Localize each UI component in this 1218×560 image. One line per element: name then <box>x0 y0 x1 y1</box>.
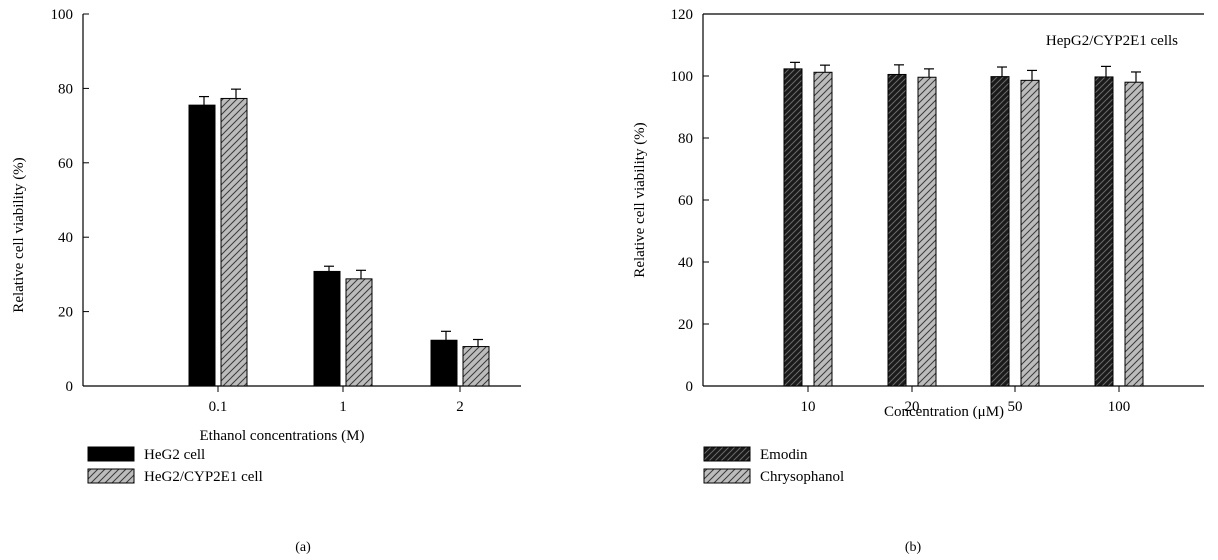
chart-b-bar-emodin-20 <box>887 73 907 387</box>
chart-a-bar-heg2-cyp2e1-cell-2 <box>462 346 490 387</box>
chart-b-legend-label: Chrysophanol <box>760 469 844 485</box>
chart-a-y-tick-label: 20 <box>58 305 73 321</box>
chart-b-x-tick-label: 100 <box>1108 399 1131 415</box>
chart-b-legend-swatch <box>703 468 751 484</box>
chart-a-bar-heg2-cell-1 <box>313 270 341 387</box>
chart-a-y-tick-label: 0 <box>66 379 74 395</box>
chart-b-y-tick-label: 20 <box>678 317 693 333</box>
chart-b-x-tick-label: 20 <box>905 399 920 415</box>
chart-b-y-tick-label: 120 <box>671 7 694 23</box>
chart-a-legend-label: HeG2 cell <box>144 447 205 463</box>
chart-a-bar-heg2-cyp2e1-cell-0.1 <box>220 97 248 387</box>
chart-b-x-tick-label: 50 <box>1008 399 1023 415</box>
chart-a-legend-swatch <box>87 468 135 484</box>
chart-b-y-tick-label: 0 <box>686 379 694 395</box>
chart-b-panel-label: (b) <box>905 540 922 555</box>
chart-a-x-tick-label: 2 <box>456 399 464 415</box>
chart-a-x-tick-label: 1 <box>339 399 347 415</box>
chart-a-y-tick-label: 40 <box>58 230 73 246</box>
chart-b-y-tick-label: 60 <box>678 193 693 209</box>
chart-b-legend-label: Emodin <box>760 447 808 463</box>
chart-b-bar-emodin-100 <box>1094 76 1114 387</box>
chart-a-bar-heg2-cell-0.1 <box>188 104 216 387</box>
chart-b-bar-chrysophanol-20 <box>917 76 937 387</box>
chart-b-bar-chrysophanol-10 <box>813 71 833 387</box>
chart-panel-b: Relative cell viability (%) Concentratio… <box>632 7 1204 555</box>
chart-b-legend-swatch <box>703 446 751 462</box>
chart-b-ylabel: Relative cell viability (%) <box>632 122 648 277</box>
chart-b-annotation: HepG2/CYP2E1 cells <box>1046 33 1178 49</box>
chart-a-bar-heg2-cyp2e1-cell-1 <box>345 278 373 387</box>
chart-b-plot-area: 0 20 40 60 80 100 120 10 20 50 100 <box>671 7 1204 415</box>
chart-a-bar-heg2-cell-2 <box>430 339 458 387</box>
chart-b-y-tick-label: 80 <box>678 131 693 147</box>
chart-a-legend-swatch <box>87 446 135 462</box>
chart-a-y-tick-label: 60 <box>58 156 73 172</box>
chart-a-legend: HeG2 cell HeG2/CYP2E1 cell <box>87 446 263 485</box>
chart-panel-a: Relative cell viability (%) Ethanol conc… <box>11 7 521 555</box>
chart-a-plot-area: 0 20 40 60 80 100 0.1 1 2 <box>51 7 521 415</box>
chart-b-y-tick-label: 100 <box>671 69 694 85</box>
chart-a-legend-label: HeG2/CYP2E1 cell <box>144 469 263 485</box>
chart-a-ylabel: Relative cell viability (%) <box>11 157 27 312</box>
chart-b-y-tick-label: 40 <box>678 255 693 271</box>
chart-a-x-tick-label: 0.1 <box>209 399 228 415</box>
chart-b-x-tick-label: 10 <box>801 399 816 415</box>
chart-a-y-tick-label: 80 <box>58 81 73 97</box>
chart-a-y-tick-label: 100 <box>51 7 74 23</box>
chart-b-bar-chrysophanol-50 <box>1020 79 1040 387</box>
chart-b-bar-emodin-50 <box>990 76 1010 387</box>
chart-a-xlabel: Ethanol concentrations (M) <box>200 428 365 444</box>
chart-b-bar-emodin-10 <box>783 68 803 387</box>
chart-b-legend: Emodin Chrysophanol <box>703 446 844 485</box>
chart-b-bar-chrysophanol-100 <box>1124 81 1144 387</box>
chart-b-xlabel: Concentration (μM) <box>884 404 1004 420</box>
chart-a-panel-label: (a) <box>295 540 311 555</box>
